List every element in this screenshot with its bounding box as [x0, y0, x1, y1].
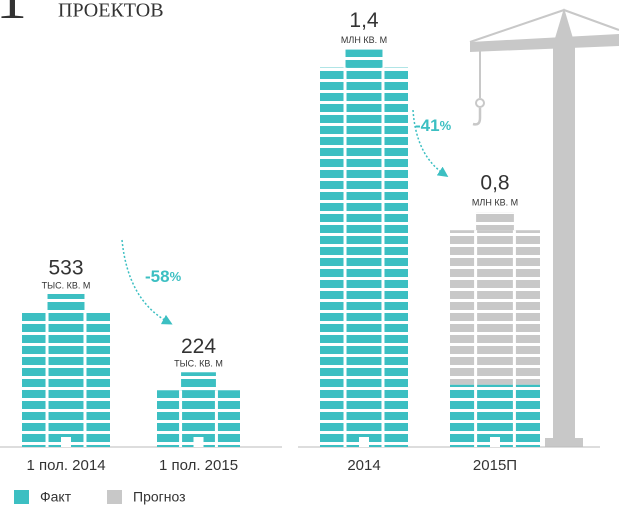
legend-label: Прогноз — [133, 489, 186, 505]
wing-gap — [83, 312, 86, 447]
change-unit: % — [170, 269, 182, 284]
wing-gap — [215, 390, 218, 447]
infographic: 1 ПРОЕКТОВ 533ТЫС. КВ. М1 пол. 2014224ТЫ… — [0, 0, 619, 511]
change-label: -58% — [145, 267, 182, 286]
wing-gap — [46, 312, 49, 447]
door — [194, 437, 204, 447]
category-label: 1 пол. 2014 — [26, 457, 105, 474]
unit-label: МЛН КВ. М — [341, 35, 387, 45]
wing-gap — [179, 390, 182, 447]
value-label: 533 — [48, 257, 83, 280]
value-label: 0,8 — [480, 172, 509, 195]
legend-label: Факт — [40, 489, 72, 505]
unit-label: ТЫС. КВ. М — [174, 359, 223, 369]
wing-gap — [381, 68, 384, 447]
header-subtitle: ПРОЕКТОВ — [58, 0, 164, 22]
unit-label: ТЫС. КВ. М — [42, 280, 91, 290]
change-value: -58 — [145, 267, 170, 286]
door — [359, 437, 369, 447]
wing-gap — [474, 230, 477, 447]
wing-gap — [344, 68, 347, 447]
category-label: 2015П — [473, 457, 517, 474]
legend-swatch — [14, 490, 29, 504]
floors — [320, 50, 408, 447]
floors — [450, 212, 540, 447]
legend-swatch — [107, 490, 122, 504]
wing-gap — [513, 230, 516, 447]
floors — [157, 372, 240, 447]
change-value: -41 — [415, 116, 440, 135]
change-unit: % — [440, 118, 452, 133]
change-label: -41% — [415, 116, 452, 135]
value-label: 224 — [181, 335, 216, 358]
value-label: 1,4 — [349, 9, 379, 32]
door — [61, 437, 71, 447]
category-label: 1 пол. 2015 — [159, 457, 238, 474]
floors — [22, 294, 110, 447]
header-number: 1 — [0, 0, 27, 32]
door — [490, 437, 500, 447]
unit-label: МЛН КВ. М — [472, 198, 518, 208]
category-label: 2014 — [347, 457, 380, 474]
